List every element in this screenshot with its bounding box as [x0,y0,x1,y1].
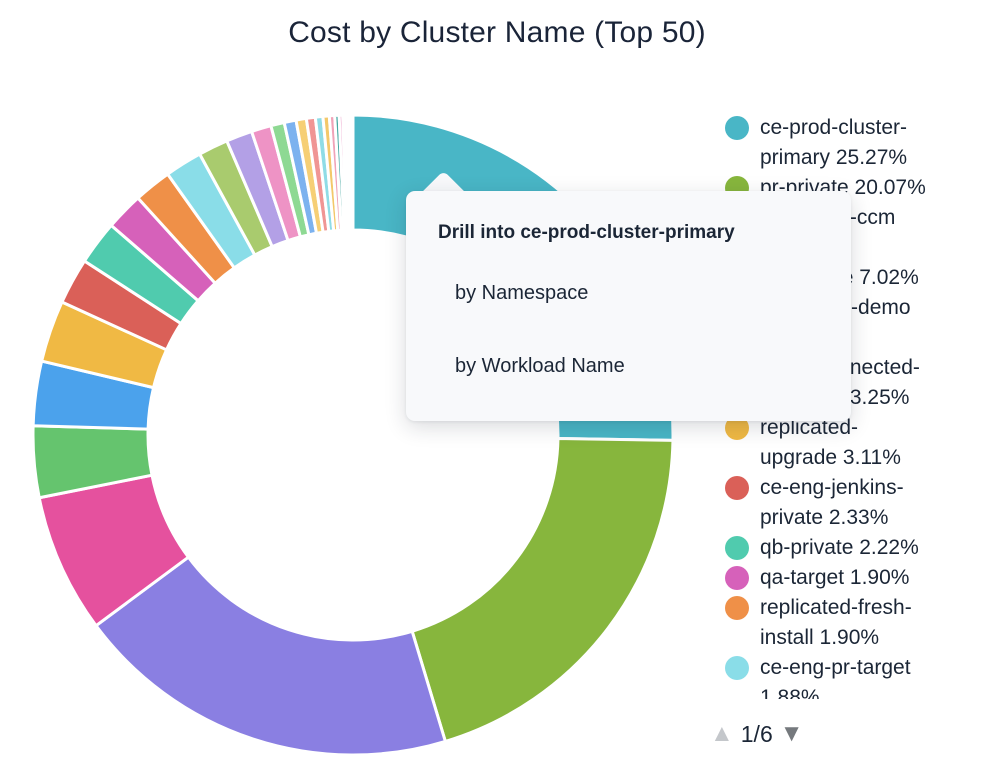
donut-segment-other-30[interactable] [350,113,355,232]
drill-by-namespace-item[interactable]: by Namespace [455,282,589,304]
legend-dot [725,596,749,620]
legend-dot [725,476,749,500]
legend-dot [725,116,749,140]
legend-item-replicated-upgrade[interactable]: upgrade 3.11% [712,443,994,473]
legend-label: ce-eng-jenkins- [760,476,904,499]
legend-label: upgrade 3.11% [760,446,901,469]
legend-label: install 1.90% [760,626,880,649]
legend-label: ce-prod-cluster- [760,116,908,139]
legend-dot [725,566,749,590]
legend-item-ce-eng-jenkins-private[interactable]: ce-eng-jenkins- [712,473,994,503]
legend-item-ce-prod-cluster-primary[interactable]: ce-prod-cluster- [712,113,994,143]
legend-item-ce-eng-pr-target[interactable]: 1.88% [712,683,994,699]
legend-item-qa-target[interactable]: qa-target 1.90% [712,563,994,593]
legend-item-replicated-fresh-install[interactable]: install 1.90% [712,623,994,653]
legend-page-indicator: 1/6 [740,720,773,747]
legend-page-down-icon[interactable]: ▼ [779,720,804,747]
legend-item-replicated-fresh-install[interactable]: replicated-fresh- [712,593,994,623]
legend-label: qa-target 1.90% [760,566,910,589]
legend-label: replicated- [760,416,859,439]
legend-label: qb-private 2.22% [760,536,919,559]
drill-tooltip-title: Drill into ce-prod-cluster-primary [438,222,735,243]
legend-dot [725,656,749,680]
legend-item-ce-eng-pr-target[interactable]: ce-eng-pr-target [712,653,994,683]
drill-by-workload-name-item[interactable]: by Workload Name [455,355,625,377]
legend-label: primary 25.27% [760,146,908,169]
donut-segment-pr-private[interactable] [410,436,675,743]
legend-dot [725,536,749,560]
legend-label: ce-eng-pr-target [760,656,911,679]
legend-page-up-icon[interactable]: ▲ [710,720,734,747]
legend-label: private 2.33% [760,506,889,529]
legend-pagination: ▲ 1/6 ▼ [710,716,994,752]
donut-segment-ce-kots-ci-ccm[interactable] [94,555,447,757]
drill-tooltip: Drill into ce-prod-cluster-primary by Na… [406,191,851,421]
legend-label: replicated-fresh- [760,596,912,619]
legend-item-ce-eng-jenkins-private[interactable]: private 2.33% [712,503,994,533]
legend-label: 1.88% [760,686,820,699]
page-title: Cost by Cluster Name (Top 50) [288,16,706,49]
legend-item-qb-private[interactable]: qb-private 2.22% [712,533,994,563]
legend-item-ce-prod-cluster-primary[interactable]: primary 25.27% [712,143,994,173]
